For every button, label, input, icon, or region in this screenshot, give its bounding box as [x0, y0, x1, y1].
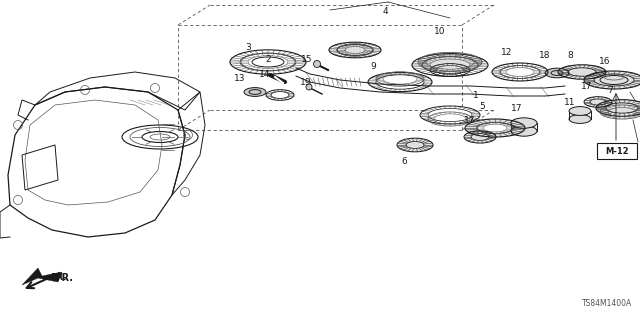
Ellipse shape — [368, 72, 432, 92]
Ellipse shape — [266, 90, 294, 100]
Text: 3: 3 — [245, 43, 251, 52]
Ellipse shape — [584, 97, 612, 107]
Ellipse shape — [376, 72, 424, 86]
Text: 17: 17 — [464, 116, 476, 124]
Ellipse shape — [511, 118, 537, 128]
Ellipse shape — [412, 53, 488, 76]
Ellipse shape — [244, 88, 266, 96]
Text: FR.: FR. — [55, 273, 73, 283]
Ellipse shape — [584, 71, 640, 89]
Ellipse shape — [511, 126, 537, 136]
Text: 9: 9 — [370, 61, 376, 70]
Ellipse shape — [430, 64, 470, 76]
Circle shape — [314, 60, 321, 68]
Text: 11: 11 — [564, 98, 576, 107]
Text: 2: 2 — [265, 54, 271, 63]
Ellipse shape — [418, 52, 482, 72]
Ellipse shape — [545, 68, 569, 78]
Text: 18: 18 — [540, 51, 551, 60]
Ellipse shape — [569, 115, 591, 124]
Ellipse shape — [464, 131, 496, 143]
Text: 4: 4 — [382, 6, 388, 15]
Ellipse shape — [500, 66, 540, 78]
Text: TS84M1400A: TS84M1400A — [582, 299, 632, 308]
Polygon shape — [22, 268, 62, 285]
Ellipse shape — [397, 138, 433, 152]
Text: 17: 17 — [511, 103, 523, 113]
Circle shape — [306, 84, 312, 90]
Text: 1: 1 — [473, 91, 479, 100]
Ellipse shape — [420, 106, 480, 124]
Text: 15: 15 — [301, 54, 313, 63]
Ellipse shape — [569, 107, 591, 116]
Text: 17: 17 — [581, 82, 593, 91]
Text: 19: 19 — [300, 77, 312, 86]
Ellipse shape — [337, 44, 373, 56]
Text: M-12: M-12 — [605, 147, 629, 156]
Text: 16: 16 — [599, 57, 611, 66]
Ellipse shape — [492, 63, 548, 81]
Ellipse shape — [241, 53, 295, 71]
Ellipse shape — [329, 42, 381, 58]
Ellipse shape — [596, 100, 640, 116]
Text: 13: 13 — [234, 74, 246, 83]
Ellipse shape — [230, 50, 306, 74]
Text: 8: 8 — [567, 51, 573, 60]
Text: 10: 10 — [435, 27, 445, 36]
Ellipse shape — [600, 105, 640, 119]
Text: 5: 5 — [479, 101, 485, 110]
Ellipse shape — [422, 57, 478, 73]
Ellipse shape — [428, 112, 472, 126]
Text: FR.: FR. — [50, 273, 67, 282]
Ellipse shape — [477, 122, 513, 134]
Text: 7: 7 — [607, 85, 613, 94]
Ellipse shape — [465, 119, 525, 137]
Text: 14: 14 — [259, 69, 271, 78]
Text: 12: 12 — [501, 47, 513, 57]
Text: 6: 6 — [401, 156, 407, 165]
Ellipse shape — [558, 65, 606, 79]
